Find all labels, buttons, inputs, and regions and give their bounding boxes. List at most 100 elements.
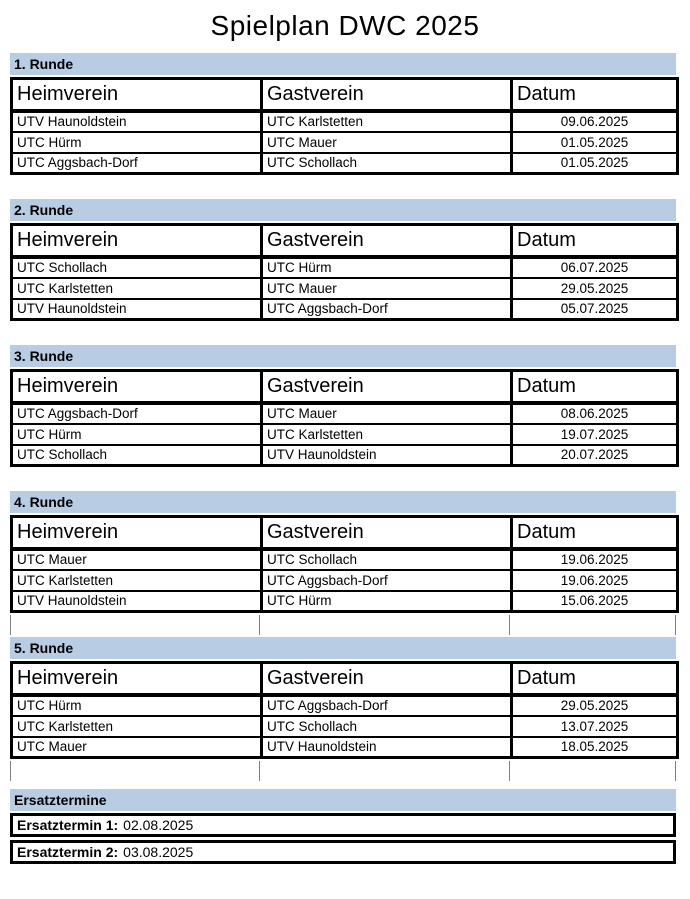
table-row: UTC Aggsbach-Dorf UTC Mauer 08.06.2025	[10, 401, 679, 425]
match-date-cell: 19.07.2025	[510, 422, 679, 446]
home-team-cell: UTC Schollach	[10, 255, 263, 279]
table-row: UTC Schollach UTC Hürm 06.07.2025	[10, 255, 679, 279]
round-header-bar: 4. Runde	[10, 491, 676, 513]
schedule-table: Heimverein Gastverein Datum UTV Haunolds…	[10, 77, 679, 175]
ersatztermin-date: 02.08.2025	[123, 817, 194, 833]
schedule-table: Heimverein Gastverein Datum UTC Hürm UTC…	[10, 661, 679, 759]
table-header-row: Heimverein Gastverein Datum	[10, 223, 679, 259]
table-header-row: Heimverein Gastverein Datum	[10, 369, 679, 405]
table-row: UTC Schollach UTV Haunoldstein 20.07.202…	[10, 443, 679, 467]
table-row: UTC Mauer UTC Schollach 19.06.2025	[10, 547, 679, 571]
match-date-cell: 20.07.2025	[510, 443, 679, 467]
table-row: UTC Aggsbach-Dorf UTC Schollach 01.05.20…	[10, 151, 679, 175]
table-row: UTC Hürm UTC Aggsbach-Dorf 29.05.2025	[10, 693, 679, 717]
table-row: UTC Mauer UTV Haunoldstein 18.05.2025	[10, 735, 679, 759]
match-date-cell: 19.06.2025	[510, 568, 679, 592]
match-date-cell: 08.06.2025	[510, 401, 679, 425]
guest-team-cell: UTC Hürm	[260, 589, 513, 613]
table-row: UTC Karlstetten UTC Aggsbach-Dorf 19.06.…	[10, 568, 679, 592]
page-title: Spielplan DWC 2025	[210, 10, 480, 41]
round-label: 5. Runde	[14, 640, 74, 656]
home-team-cell: UTC Schollach	[10, 443, 263, 467]
guest-team-cell: UTC Mauer	[260, 130, 513, 154]
empty-grid-row	[10, 615, 676, 635]
column-header-home: Heimverein	[10, 223, 263, 259]
guest-team-cell: UTC Schollach	[260, 714, 513, 738]
empty-grid-row	[10, 761, 676, 781]
column-header-date: Datum	[510, 369, 679, 405]
table-row: UTV Haunoldstein UTC Aggsbach-Dorf 05.07…	[10, 297, 679, 321]
round-label: 4. Runde	[14, 494, 74, 510]
round-section-2: 2. Runde Heimverein Gastverein Datum UTC…	[10, 199, 679, 321]
ersatztermin-row: Ersatztermin 2: 03.08.2025	[10, 840, 676, 864]
match-date-cell: 15.06.2025	[510, 589, 679, 613]
round-label: 2. Runde	[14, 202, 74, 218]
home-team-cell: UTV Haunoldstein	[10, 297, 263, 321]
round-section-5: 5. Runde Heimverein Gastverein Datum UTC…	[10, 637, 679, 781]
guest-team-cell: UTC Schollach	[260, 151, 513, 175]
column-header-guest: Gastverein	[260, 661, 513, 697]
guest-team-cell: UTC Schollach	[260, 547, 513, 571]
guest-team-cell: UTV Haunoldstein	[260, 735, 513, 759]
match-date-cell: 09.06.2025	[510, 109, 679, 133]
ersatztermin-row: Ersatztermin 1: 02.08.2025	[10, 813, 676, 837]
column-header-guest: Gastverein	[260, 223, 513, 259]
table-header-row: Heimverein Gastverein Datum	[10, 661, 679, 697]
round-label: 1. Runde	[14, 56, 74, 72]
home-team-cell: UTC Hürm	[10, 422, 263, 446]
ersatztermin-label: Ersatztermin 1:	[17, 817, 119, 833]
column-header-guest: Gastverein	[260, 369, 513, 405]
round-header-bar: 2. Runde	[10, 199, 676, 221]
guest-team-cell: UTC Aggsbach-Dorf	[260, 693, 513, 717]
table-row: UTV Haunoldstein UTC Hürm 15.06.2025	[10, 589, 679, 613]
home-team-cell: UTC Mauer	[10, 735, 263, 759]
column-header-guest: Gastverein	[260, 515, 513, 551]
home-team-cell: UTC Hürm	[10, 130, 263, 154]
ersatztermine-header-bar: Ersatztermine	[10, 789, 676, 811]
home-team-cell: UTC Mauer	[10, 547, 263, 571]
column-header-date: Datum	[510, 223, 679, 259]
round-section-4: 4. Runde Heimverein Gastverein Datum UTC…	[10, 491, 679, 635]
guest-team-cell: UTV Haunoldstein	[260, 443, 513, 467]
round-label: 3. Runde	[14, 348, 74, 364]
column-header-home: Heimverein	[10, 369, 263, 405]
column-header-date: Datum	[510, 661, 679, 697]
round-section-3: 3. Runde Heimverein Gastverein Datum UTC…	[10, 345, 679, 467]
column-header-guest: Gastverein	[260, 77, 513, 113]
column-header-home: Heimverein	[10, 77, 263, 113]
home-team-cell: UTV Haunoldstein	[10, 589, 263, 613]
table-row: UTC Hürm UTC Karlstetten 19.07.2025	[10, 422, 679, 446]
table-header-row: Heimverein Gastverein Datum	[10, 77, 679, 113]
table-row: UTC Karlstetten UTC Mauer 29.05.2025	[10, 276, 679, 300]
match-date-cell: 06.07.2025	[510, 255, 679, 279]
schedule-table: Heimverein Gastverein Datum UTC Mauer UT…	[10, 515, 679, 613]
home-team-cell: UTC Aggsbach-Dorf	[10, 401, 263, 425]
match-date-cell: 29.05.2025	[510, 276, 679, 300]
match-date-cell: 13.07.2025	[510, 714, 679, 738]
ersatztermin-label: Ersatztermin 2:	[17, 844, 119, 860]
guest-team-cell: UTC Mauer	[260, 276, 513, 300]
home-team-cell: UTC Karlstetten	[10, 714, 263, 738]
match-date-cell: 29.05.2025	[510, 693, 679, 717]
guest-team-cell: UTC Karlstetten	[260, 109, 513, 133]
table-header-row: Heimverein Gastverein Datum	[10, 515, 679, 551]
table-row: UTC Karlstetten UTC Schollach 13.07.2025	[10, 714, 679, 738]
home-team-cell: UTC Karlstetten	[10, 276, 263, 300]
round-header-bar: 5. Runde	[10, 637, 676, 659]
match-date-cell: 19.06.2025	[510, 547, 679, 571]
column-header-date: Datum	[510, 515, 679, 551]
match-date-cell: 01.05.2025	[510, 151, 679, 175]
home-team-cell: UTC Hürm	[10, 693, 263, 717]
schedule-table: Heimverein Gastverein Datum UTC Aggsbach…	[10, 369, 679, 467]
round-section-1: 1. Runde Heimverein Gastverein Datum UTV…	[10, 53, 679, 175]
home-team-cell: UTC Aggsbach-Dorf	[10, 151, 263, 175]
home-team-cell: UTC Karlstetten	[10, 568, 263, 592]
guest-team-cell: UTC Aggsbach-Dorf	[260, 297, 513, 321]
guest-team-cell: UTC Aggsbach-Dorf	[260, 568, 513, 592]
match-date-cell: 01.05.2025	[510, 130, 679, 154]
round-header-bar: 1. Runde	[10, 53, 676, 75]
table-row: UTC Hürm UTC Mauer 01.05.2025	[10, 130, 679, 154]
ersatztermin-date: 03.08.2025	[123, 844, 194, 860]
schedule-table: Heimverein Gastverein Datum UTC Schollac…	[10, 223, 679, 321]
